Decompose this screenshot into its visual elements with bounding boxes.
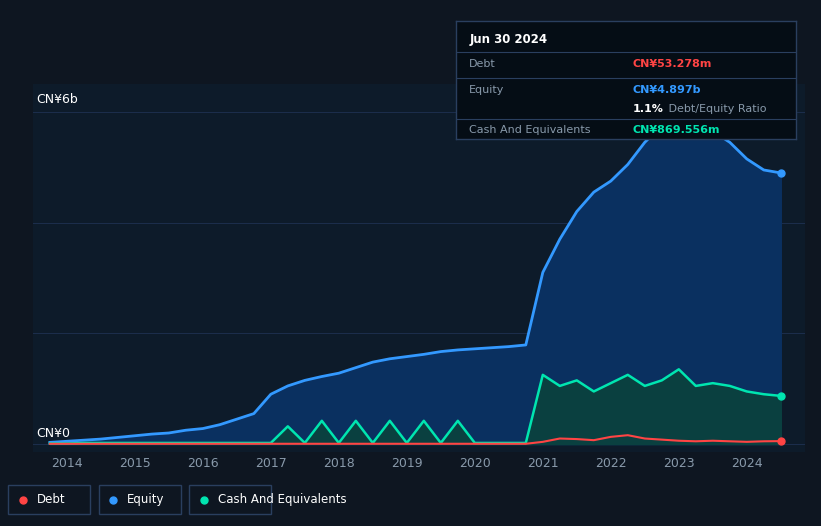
Bar: [99, 485, 181, 514]
Text: Debt: Debt: [37, 493, 66, 507]
Text: Debt: Debt: [470, 59, 496, 69]
Text: CN¥869.556m: CN¥869.556m: [633, 125, 720, 135]
Text: CN¥0: CN¥0: [36, 427, 71, 440]
Text: 1.1%: 1.1%: [633, 104, 663, 114]
Text: Cash And Equivalents: Cash And Equivalents: [470, 125, 591, 135]
Text: CN¥4.897b: CN¥4.897b: [633, 85, 701, 95]
Text: CN¥6b: CN¥6b: [36, 93, 78, 106]
Bar: [189, 485, 271, 514]
Text: Cash And Equivalents: Cash And Equivalents: [218, 493, 346, 507]
Text: Equity: Equity: [470, 85, 505, 95]
Text: CN¥53.278m: CN¥53.278m: [633, 59, 712, 69]
Text: Debt/Equity Ratio: Debt/Equity Ratio: [665, 104, 767, 114]
Text: Equity: Equity: [127, 493, 165, 507]
Text: Jun 30 2024: Jun 30 2024: [470, 33, 548, 46]
Bar: [8, 485, 90, 514]
